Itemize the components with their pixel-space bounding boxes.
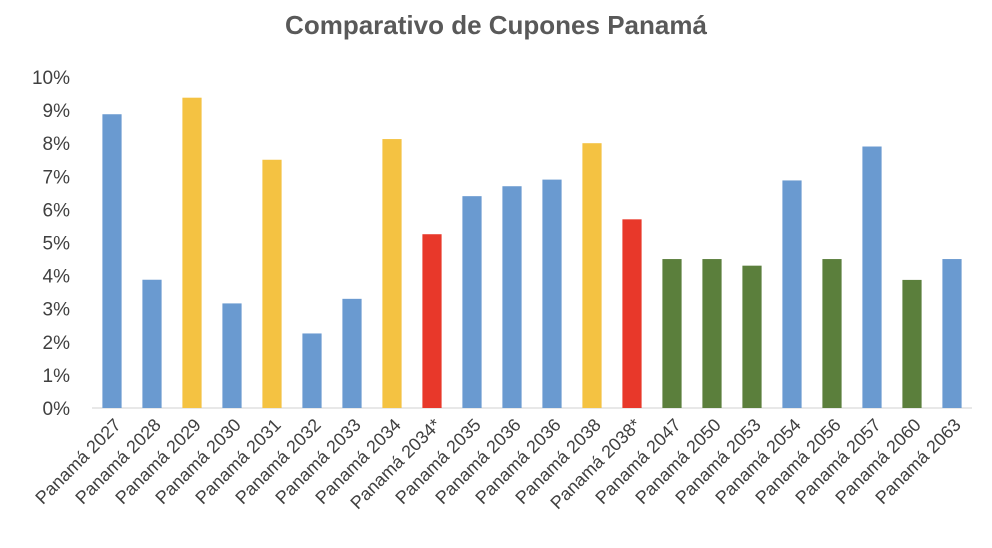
bar <box>222 303 242 408</box>
y-tick-label: 2% <box>43 333 71 354</box>
y-tick-label: 6% <box>43 200 71 221</box>
bar <box>302 333 322 408</box>
chart-title: Comparativo de Cupones Panamá <box>285 10 707 40</box>
bar <box>742 265 762 408</box>
y-tick-label: 1% <box>43 366 71 387</box>
y-tick-label: 4% <box>43 267 71 288</box>
y-tick-label: 5% <box>43 234 71 255</box>
bar <box>182 97 202 408</box>
bar <box>342 298 362 408</box>
y-tick-label: 8% <box>43 134 71 155</box>
bar <box>582 143 602 408</box>
bar <box>502 186 522 408</box>
bar <box>102 114 122 409</box>
bar <box>622 219 642 408</box>
bar <box>142 279 162 408</box>
y-tick-label: 3% <box>43 300 71 321</box>
bar <box>902 279 922 408</box>
bar <box>702 259 722 408</box>
y-tick-label: 9% <box>43 101 71 122</box>
y-tick-label: 0% <box>43 399 71 420</box>
bar <box>942 259 962 408</box>
bar <box>462 196 482 408</box>
bar <box>862 146 882 408</box>
bar <box>262 159 282 408</box>
y-tick-label: 10% <box>32 68 70 89</box>
bar <box>662 259 682 408</box>
bar <box>542 179 562 408</box>
bar <box>782 180 802 408</box>
y-tick-label: 7% <box>43 167 71 188</box>
bar <box>382 139 402 408</box>
bar <box>422 234 442 408</box>
bar <box>822 259 842 408</box>
